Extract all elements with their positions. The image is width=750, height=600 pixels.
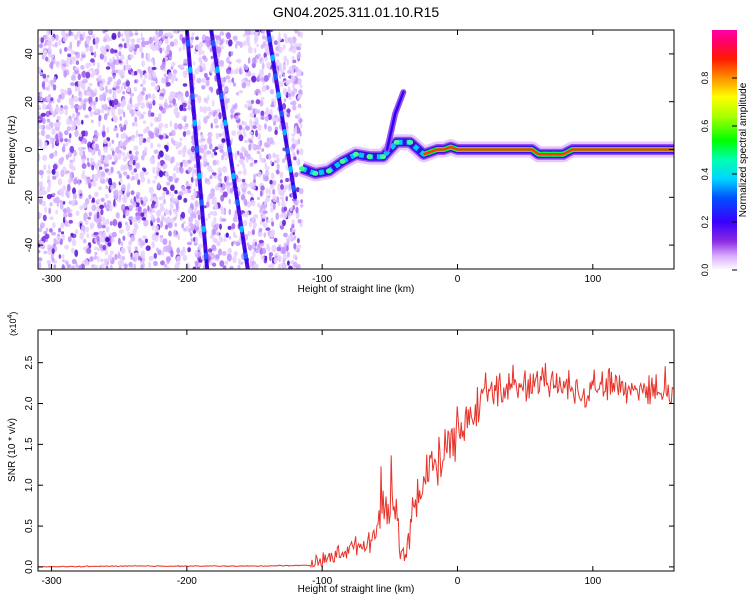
snr-x-label: Height of straight line (km) <box>298 584 415 595</box>
colorbar-gradient <box>712 30 737 270</box>
y-tick-label: -40 <box>24 237 35 252</box>
y-tick-label: -20 <box>24 190 35 205</box>
snr-plot-area <box>38 362 674 568</box>
snr-series-line <box>38 362 674 568</box>
y-tick-label: 2.0 <box>24 396 35 410</box>
snr-y-multiplier: (x104) <box>7 312 18 336</box>
snr-frame <box>37 329 675 572</box>
x-tick-label: -100 <box>312 576 332 587</box>
y-tick-label: 0 <box>24 146 35 152</box>
y-tick-label: 1.5 <box>24 437 35 451</box>
x-tick-label: -300 <box>42 576 62 587</box>
spectrogram-plot-area <box>38 30 674 269</box>
diagonal-streak <box>266 30 298 200</box>
y-tick-label: 20 <box>24 96 35 108</box>
chart-title: GN04.2025.311.01.10.R15 <box>273 4 440 20</box>
x-tick-label: -300 <box>42 274 62 285</box>
diagonal-streak <box>184 30 210 269</box>
noise-speckles <box>38 30 304 269</box>
x-tick-label: -200 <box>177 576 197 587</box>
diagonal-streak <box>209 30 250 269</box>
spectrogram-x-label: Height of straight line (km) <box>298 284 415 295</box>
colorbar-tick-label: 0.0 <box>700 264 710 277</box>
colorbar: 0.0 0.2 0.4 0.6 0.8 Normalized spectral ampl… <box>700 30 749 276</box>
snr-axes: -300 -200 -100 0 100 0.0 0.5 1.0 1.5 2.0 2.5 <box>24 330 674 587</box>
spectrogram-y-label: Frequency (Hz) <box>7 116 18 185</box>
colorbar-ticks: 0.0 0.2 0.4 0.6 0.8 <box>700 72 737 277</box>
snr-y-label: SNR (10 * v/v) <box>7 418 18 482</box>
colorbar-tick-label: 0.4 <box>700 168 710 181</box>
x-tick-label: -100 <box>312 274 332 285</box>
colorbar-tick-label: 0.8 <box>700 72 710 85</box>
x-tick-label: 0 <box>455 274 461 285</box>
x-tick-label: 100 <box>584 274 601 285</box>
x-tick-label: 0 <box>455 576 461 587</box>
snr-panel: -300 -200 -100 0 100 0.0 0.5 1.0 1.5 2.0 2.5 Heigh… <box>7 312 675 595</box>
y-tick-label: 0.0 <box>24 560 35 574</box>
frequency-ridge <box>298 134 674 182</box>
y-tick-label: 2.5 <box>24 355 35 369</box>
colorbar-tick-label: 0.2 <box>700 216 710 229</box>
colorbar-tick-label: 0.6 <box>700 120 710 133</box>
y-tick-label: 0.5 <box>24 519 35 533</box>
y-tick-label: 40 <box>24 48 35 60</box>
colorbar-label: Normalized spectral amplitude <box>738 82 749 217</box>
x-tick-label: 100 <box>584 576 601 587</box>
y-tick-label: 1.0 <box>24 478 35 492</box>
x-tick-label: -200 <box>177 274 197 285</box>
